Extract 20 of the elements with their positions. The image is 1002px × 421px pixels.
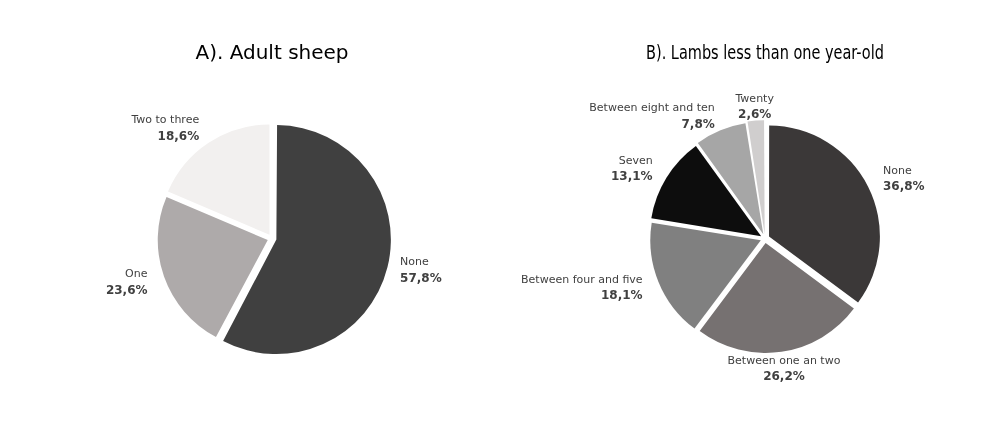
data-label: 36,8%: [882, 179, 925, 194]
chart-title: A). Adult sheep: [195, 40, 349, 65]
slice-label: One: [125, 267, 148, 281]
data-label: 2,6%: [738, 107, 772, 122]
chart-title: B). Lambs less than one year-old: [646, 40, 884, 64]
slice-label: Between four and five: [521, 272, 643, 286]
data-label: 18,1%: [600, 288, 643, 303]
slice-label: Between eight and ten: [589, 101, 715, 115]
data-label: 7,8%: [681, 116, 715, 131]
slice-label: Twenty: [734, 91, 775, 105]
data-label: 18,6%: [157, 128, 200, 143]
data-label: 26,2%: [763, 369, 805, 384]
data-label: 13,1%: [611, 169, 653, 184]
data-label: 57,8%: [400, 270, 442, 285]
slice-label: Seven: [618, 154, 653, 168]
slice-label: Two to three: [130, 113, 200, 127]
slice-label: Between one an two: [727, 353, 841, 367]
slice-label: None: [882, 164, 912, 178]
data-label: 23,6%: [105, 282, 148, 297]
slice-label: None: [400, 255, 429, 269]
